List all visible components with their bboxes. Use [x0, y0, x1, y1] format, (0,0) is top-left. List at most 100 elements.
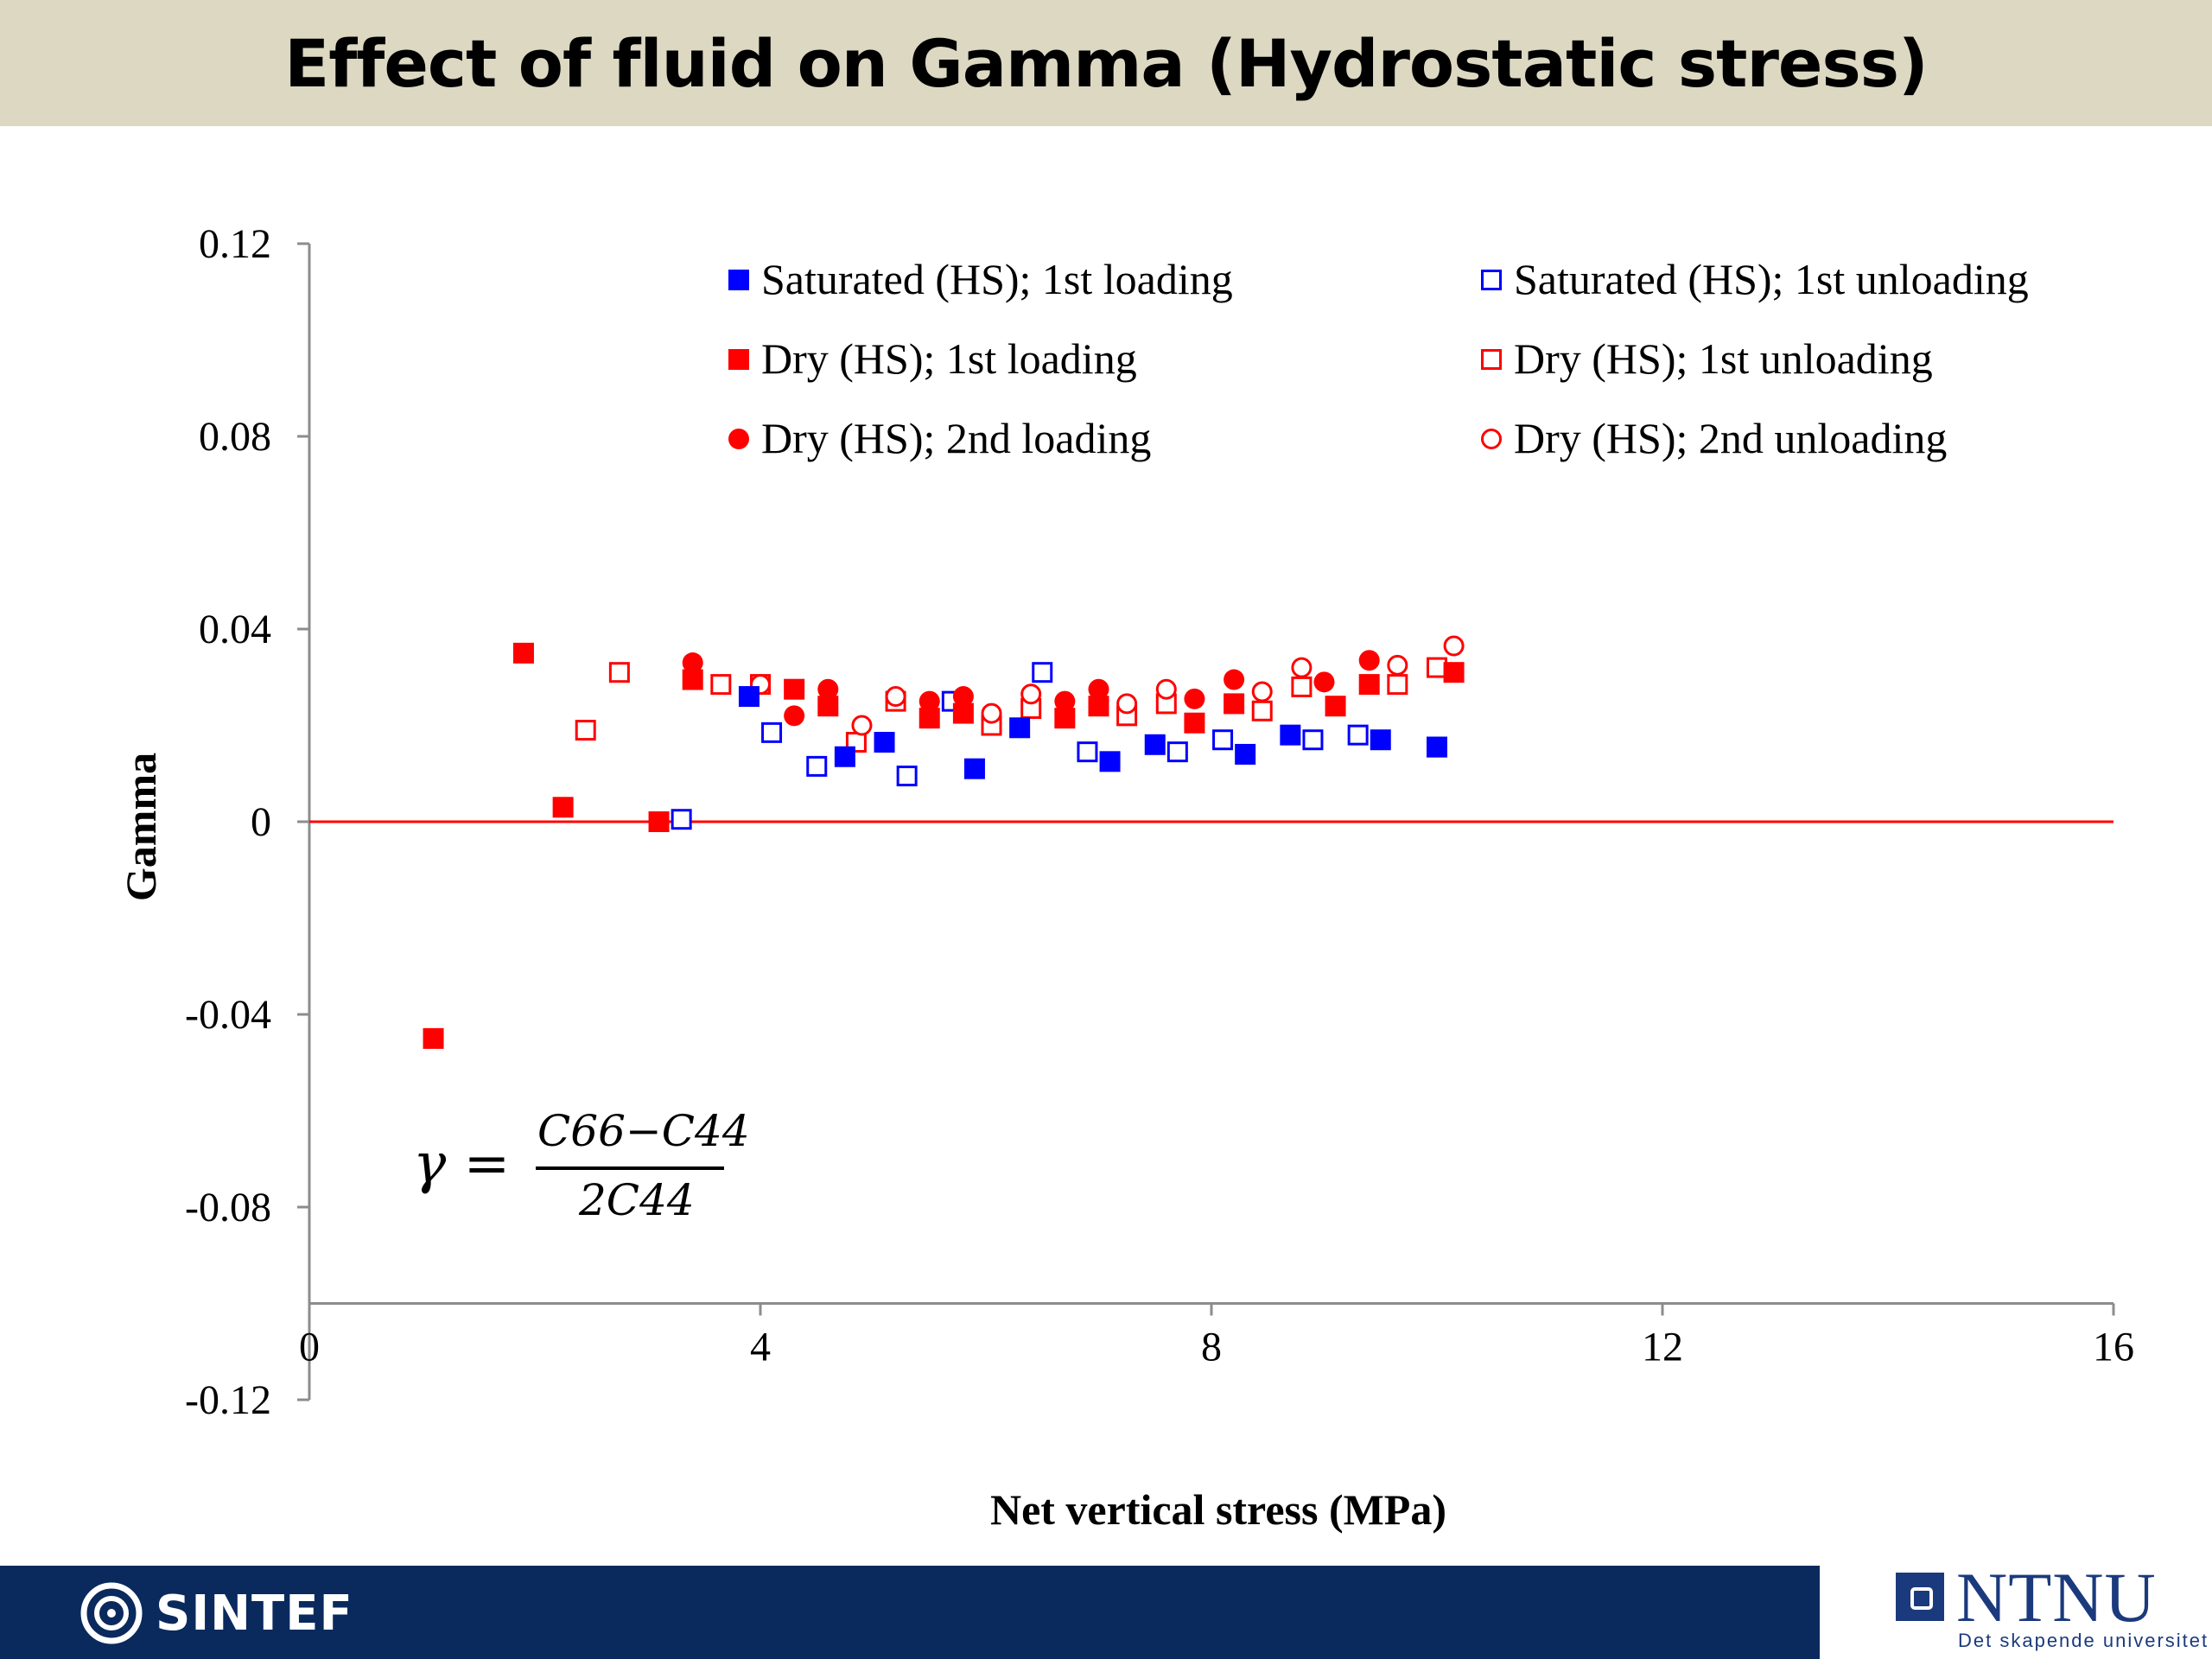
data-point: [981, 702, 1002, 724]
data-point: [682, 652, 703, 674]
data-point: [1251, 681, 1273, 702]
y-tick-label: 0.04: [199, 607, 271, 652]
data-point: [1347, 724, 1369, 746]
ntnu-logo: NTNU Det skapende universitet: [1892, 1558, 2212, 1659]
data-point: [1054, 690, 1076, 712]
data-point: [761, 721, 783, 743]
data-point: [834, 746, 855, 767]
legend-label: Dry (HS); 2nd unloading: [1514, 414, 1947, 462]
y-tick-label: 0.08: [199, 414, 271, 460]
legend-marker: [728, 270, 749, 290]
data-point: [738, 686, 760, 708]
legend-marker: [1481, 270, 1502, 290]
page-title: Effect of fluid on Gamma (Hydrostatic st…: [284, 24, 1928, 102]
legend-label: Saturated (HS); 1st unloading: [1514, 255, 2029, 303]
data-point: [512, 642, 534, 664]
x-tick-label: 0: [299, 1325, 320, 1370]
data-point: [1009, 717, 1031, 739]
data-point: [851, 715, 873, 736]
data-point: [671, 809, 692, 830]
data-point: [1291, 657, 1313, 678]
x-axis-label: Net vertical stress (MPa): [990, 1485, 1446, 1534]
chart-axes: 0.12 0.08 0.04 0 -0.04 -0.08 -0.12 0 4 8 12 16: [185, 221, 2134, 1423]
data-point: [1325, 696, 1346, 717]
data-point: [885, 686, 906, 708]
data-point: [1020, 683, 1042, 705]
x-tick-label: 8: [1201, 1325, 1222, 1370]
legend-item: Dry (HS); 2nd loading: [728, 414, 1151, 462]
data-point: [1099, 751, 1121, 772]
data-point: [1358, 674, 1380, 696]
data-point: [1144, 734, 1166, 755]
data-point: [1370, 729, 1391, 751]
data-point: [896, 766, 918, 787]
y-tick-label: 0: [251, 799, 271, 845]
footer-bar: [0, 1566, 1820, 1659]
data-point: [963, 758, 985, 779]
data-point: [1358, 650, 1380, 671]
data-point: [1427, 657, 1447, 678]
data-point: [1116, 693, 1138, 715]
data-point: [1155, 678, 1177, 700]
legend-label: Saturated (HS); 1st loading: [761, 255, 1233, 303]
data-point: [806, 755, 828, 777]
y-tick-label: -0.08: [185, 1185, 271, 1230]
data-point: [1313, 671, 1335, 693]
data-point: [1443, 662, 1465, 683]
legend-marker: [728, 349, 749, 370]
data-point: [918, 690, 940, 712]
ntnu-tagline: Det skapende universitet: [1958, 1630, 2209, 1651]
data-point: [608, 662, 630, 683]
legend-marker: [1481, 349, 1502, 370]
ntnu-mark-icon: [1896, 1573, 1944, 1621]
sintef-swirl-icon: [80, 1582, 143, 1644]
data-point: [423, 1027, 444, 1049]
data-point: [1166, 741, 1188, 763]
legend-marker: [728, 429, 749, 449]
data-point: [1224, 669, 1245, 690]
data-point: [1387, 674, 1408, 696]
chart-marks: [423, 635, 1465, 1049]
sintef-logo-text: SINTEF: [156, 1585, 353, 1642]
sintef-logo: SINTEF: [79, 1581, 353, 1645]
data-point: [1302, 729, 1324, 751]
legend-label: Dry (HS); 1st unloading: [1514, 334, 1933, 383]
gamma-scatter-chart: 0.12 0.08 0.04 0 -0.04 -0.08 -0.12 0 4 8 12 16 Satu…: [117, 221, 2134, 1534]
data-point: [1387, 654, 1408, 676]
gamma-formula: γ = C66−C44 2C44: [413, 1106, 750, 1225]
data-point: [817, 678, 839, 700]
y-tick-label: -0.04: [185, 992, 271, 1038]
data-point: [1443, 635, 1465, 657]
data-point: [1032, 662, 1053, 683]
data-point: [1184, 712, 1205, 734]
data-point: [648, 811, 670, 832]
data-point: [1077, 741, 1098, 763]
data-point: [1280, 724, 1301, 746]
legend-item: Dry (HS); 1st unloading: [1481, 334, 1933, 383]
y-tick-label: 0.12: [199, 221, 271, 267]
formula-denominator: 2C44: [578, 1175, 695, 1225]
data-point: [874, 732, 895, 753]
data-point: [784, 678, 805, 700]
data-point: [552, 797, 574, 818]
x-tick-label: 12: [1642, 1325, 1683, 1370]
legend-item: Dry (HS); 1st loading: [728, 334, 1137, 383]
legend-label: Dry (HS); 2nd loading: [761, 414, 1151, 462]
data-point: [784, 705, 805, 727]
data-point: [575, 720, 596, 741]
legend-item: Dry (HS); 2nd unloading: [1481, 414, 1947, 462]
data-point: [1088, 678, 1109, 700]
title-bar: Effect of fluid on Gamma (Hydrostatic st…: [0, 0, 2212, 126]
data-point: [1251, 700, 1273, 721]
data-point: [1184, 688, 1205, 709]
legend-marker: [1481, 429, 1502, 449]
data-point: [1224, 693, 1245, 715]
data-point: [710, 674, 732, 696]
y-axis-label: Gamma: [117, 753, 165, 901]
data-point: [952, 686, 974, 708]
formula-numerator: C66−C44: [537, 1106, 750, 1156]
data-point: [1291, 676, 1313, 697]
x-tick-label: 4: [750, 1325, 771, 1370]
x-tick-label: 16: [2093, 1325, 2134, 1370]
data-point: [1212, 729, 1234, 751]
